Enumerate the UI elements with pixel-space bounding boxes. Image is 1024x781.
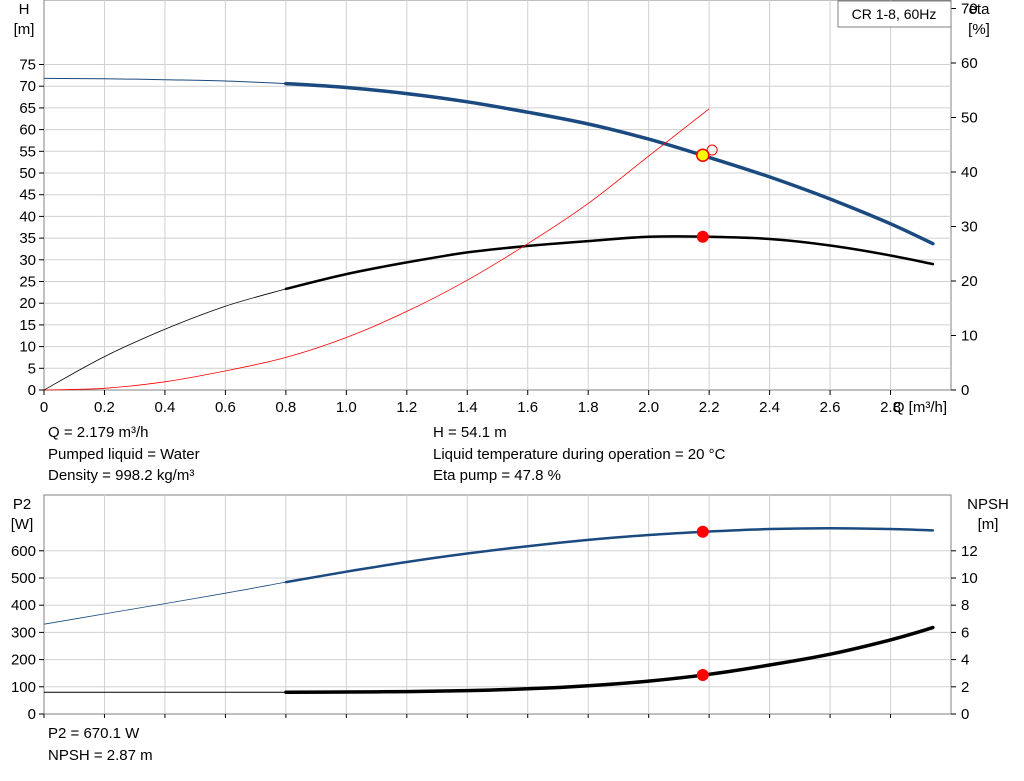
h-tick-label: 50 [19,165,36,182]
duty-point-marker [696,148,710,162]
h-tick-label: 5 [28,360,36,377]
efficiency-curve-extrapolated [43,288,287,391]
x-tick-label: 1.4 [457,399,478,416]
h-tick-label: 70 [19,78,36,95]
p2-tick-label: 200 [11,652,36,669]
p2-tick-label: 400 [11,597,36,614]
npsh-axis-unit: [m] [978,516,999,533]
npsh-tick-label: 4 [961,652,969,669]
npsh-tick-label: 6 [961,624,969,641]
npsh-tick-label: 10 [961,570,978,587]
p2-axis-unit: [W] [11,516,34,533]
p2-tick-label: 100 [11,679,36,696]
efficiency-duty-marker [696,230,709,243]
p2-tick-label: 300 [11,624,36,641]
x-tick-label: 2.4 [759,399,780,416]
npsh-tick-label: 12 [961,543,978,560]
eta-axis-unit: [%] [968,21,990,38]
eta-tick-label: 10 [961,328,978,345]
p2-axis-title: P2 [13,496,31,513]
npsh-axis-title: NPSH [967,496,1009,513]
eta-tick-label: 40 [961,164,978,181]
density-readout: Density = 998.2 kg/m³ [48,467,195,484]
h-tick-label: 65 [19,100,36,117]
top-chart-ticks: 0 0.2 0.4 0.6 0.8 1.0 1.2 1.4 1.6 1.8 2.0 2.2 2.4 2.6… [19,1,978,417]
eta-tick-label: 70 [961,1,978,18]
x-tick-label: 0.4 [155,399,176,416]
head-curve-extrapolated [43,77,286,85]
x-tick-label: 0.8 [275,399,296,416]
eta-tick-label: 0 [961,382,969,399]
eta-axis-title: eta [969,1,991,18]
flow-readout: Q = 2.179 m³/h [48,424,149,441]
power-curve-extrapolated [43,581,286,625]
x-tick-label: 1.2 [396,399,417,416]
h-tick-label: 30 [19,252,36,269]
h-tick-label: 60 [19,122,36,139]
pump-legend-label: CR 1-8, 60Hz [852,6,937,22]
p2-tick-label: 600 [11,543,36,560]
power-duty-marker [696,525,709,538]
npsh-duty-marker [696,668,709,681]
h-axis-title: H [19,1,30,18]
h-tick-label: 55 [19,143,36,160]
npsh-readout: NPSH = 2.87 m [48,747,153,764]
npsh-tick-label: 2 [961,679,969,696]
x-tick-label: 1.8 [578,399,599,416]
x-tick-label: 0 [40,399,48,416]
x-tick-label: 2.8 [880,399,901,416]
h-tick-label: 35 [19,230,36,247]
eta-tick-label: 50 [961,110,978,127]
x-tick-label: 0.6 [215,399,236,416]
h-tick-label: 45 [19,187,36,204]
h-tick-label: 25 [19,274,36,291]
system-curve-end-marker [706,144,718,156]
h-tick-label: 10 [19,339,36,356]
system-curve [43,108,710,391]
h-tick-label: 0 [28,382,36,399]
q-axis-title: Q [m³/h] [893,399,947,416]
temperature-readout: Liquid temperature during operation = 20… [433,446,726,463]
h-axis-unit: [m] [14,21,35,38]
h-tick-label: 15 [19,317,36,334]
top-chart-series [43,77,935,391]
power-curve [284,526,935,584]
x-tick-label: 1.6 [517,399,538,416]
eta-tick-label: 20 [961,273,978,290]
efficiency-curve [284,235,935,291]
pumped-liquid-readout: Pumped liquid = Water [48,446,200,463]
p2-tick-label: 500 [11,570,36,587]
h-tick-label: 75 [19,57,36,74]
h-tick-label: 40 [19,208,36,225]
npsh-tick-label: 8 [961,597,969,614]
bottom-chart-ticks: 0 100 200 300 400 500 600 0 2 4 6 8 10 12 [11,543,978,723]
h-tick-label: 20 [19,295,36,312]
bottom-chart-series [43,525,935,694]
eta-tick-label: 60 [961,55,978,72]
pump-legend-box [837,0,952,28]
p2-tick-label: 0 [28,706,36,723]
npsh-curve [284,625,935,694]
head-curve [284,81,935,246]
x-tick-label: 0.2 [94,399,115,416]
bottom-chart-frame [43,494,952,715]
head-readout: H = 54.1 m [433,424,507,441]
npsh-tick-label: 0 [961,706,969,723]
x-tick-label: 2.6 [820,399,841,416]
x-tick-label: 2.0 [638,399,659,416]
x-tick-label: 1.0 [336,399,357,416]
x-tick-label: 2.2 [699,399,720,416]
p2-readout: P2 = 670.1 W [48,725,140,742]
eta-tick-label: 30 [961,219,978,236]
eta-readout: Eta pump = 47.8 % [433,467,561,484]
